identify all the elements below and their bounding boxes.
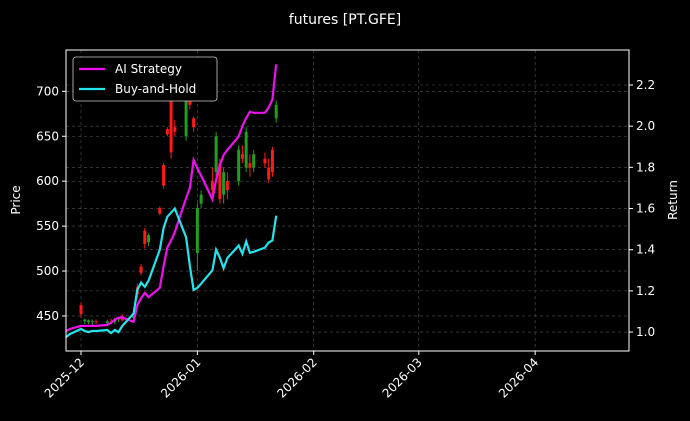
candle-body bbox=[267, 167, 271, 180]
candle-body bbox=[188, 100, 192, 105]
legend-label: Buy-and-Hold bbox=[115, 82, 196, 96]
y-tick-label: 700 bbox=[36, 84, 59, 98]
candle-body bbox=[132, 315, 136, 318]
y2-tick-label: 1.0 bbox=[636, 325, 655, 339]
candle-body bbox=[214, 136, 218, 173]
candle-body bbox=[139, 266, 143, 273]
candle-body bbox=[274, 104, 278, 119]
candle-body bbox=[169, 100, 173, 153]
y-tick-label: 500 bbox=[36, 264, 59, 278]
candle-body bbox=[87, 320, 91, 323]
candle-body bbox=[184, 91, 188, 137]
candle-body bbox=[79, 305, 83, 315]
chart-title: futures [PT.GFE] bbox=[289, 12, 401, 28]
candle-body bbox=[105, 321, 109, 324]
x-tick-label: 2026-03 bbox=[380, 355, 425, 400]
candle-body bbox=[218, 163, 222, 200]
y2-tick-label: 1.8 bbox=[636, 160, 655, 174]
candle-body bbox=[195, 208, 199, 254]
y2-tick-label: 1.2 bbox=[636, 284, 655, 298]
candle-body bbox=[83, 319, 87, 322]
candle-body bbox=[270, 149, 274, 173]
y-tick-label: 600 bbox=[36, 174, 59, 188]
y-tick-label: 550 bbox=[36, 219, 59, 233]
y-tick-label: 650 bbox=[36, 129, 59, 143]
y2-tick-label: 2.0 bbox=[636, 119, 655, 133]
y2-tick-label: 1.4 bbox=[636, 243, 655, 257]
candle-body bbox=[225, 181, 229, 191]
x-tick-label: 2026-02 bbox=[274, 355, 319, 400]
legend-label: AI Strategy bbox=[115, 62, 182, 76]
x-tick-label: 2026-01 bbox=[158, 355, 203, 400]
candle-body bbox=[252, 154, 256, 168]
candle-body bbox=[263, 158, 267, 164]
x-tick-label: 2025-12 bbox=[42, 355, 87, 400]
legend-box bbox=[72, 56, 218, 102]
x-tick-label: 2026-04 bbox=[496, 355, 541, 400]
plot-frame bbox=[65, 49, 630, 352]
candle-body bbox=[244, 131, 248, 168]
y-axis-label: Price bbox=[9, 185, 23, 214]
series-line bbox=[65, 206, 278, 339]
candle-body bbox=[158, 208, 162, 214]
candle-body bbox=[240, 154, 244, 159]
candle-body bbox=[162, 165, 166, 186]
candle-body bbox=[90, 321, 94, 323]
candle-body bbox=[237, 149, 241, 182]
candle-body bbox=[94, 321, 98, 323]
candle-body bbox=[143, 230, 147, 245]
y2-tick-label: 1.6 bbox=[636, 202, 655, 216]
candle-body bbox=[147, 235, 151, 243]
candle-body bbox=[192, 118, 196, 128]
candle-body bbox=[210, 181, 214, 191]
candle-body bbox=[165, 129, 169, 135]
candle-body bbox=[248, 163, 252, 168]
series-line bbox=[65, 64, 278, 332]
candle-body bbox=[222, 172, 226, 195]
candle-body bbox=[173, 127, 177, 132]
candle-body bbox=[199, 194, 203, 204]
y-tick-label: 450 bbox=[36, 309, 59, 323]
y2-axis-label: Return bbox=[666, 180, 680, 220]
y2-tick-label: 2.2 bbox=[636, 78, 655, 92]
